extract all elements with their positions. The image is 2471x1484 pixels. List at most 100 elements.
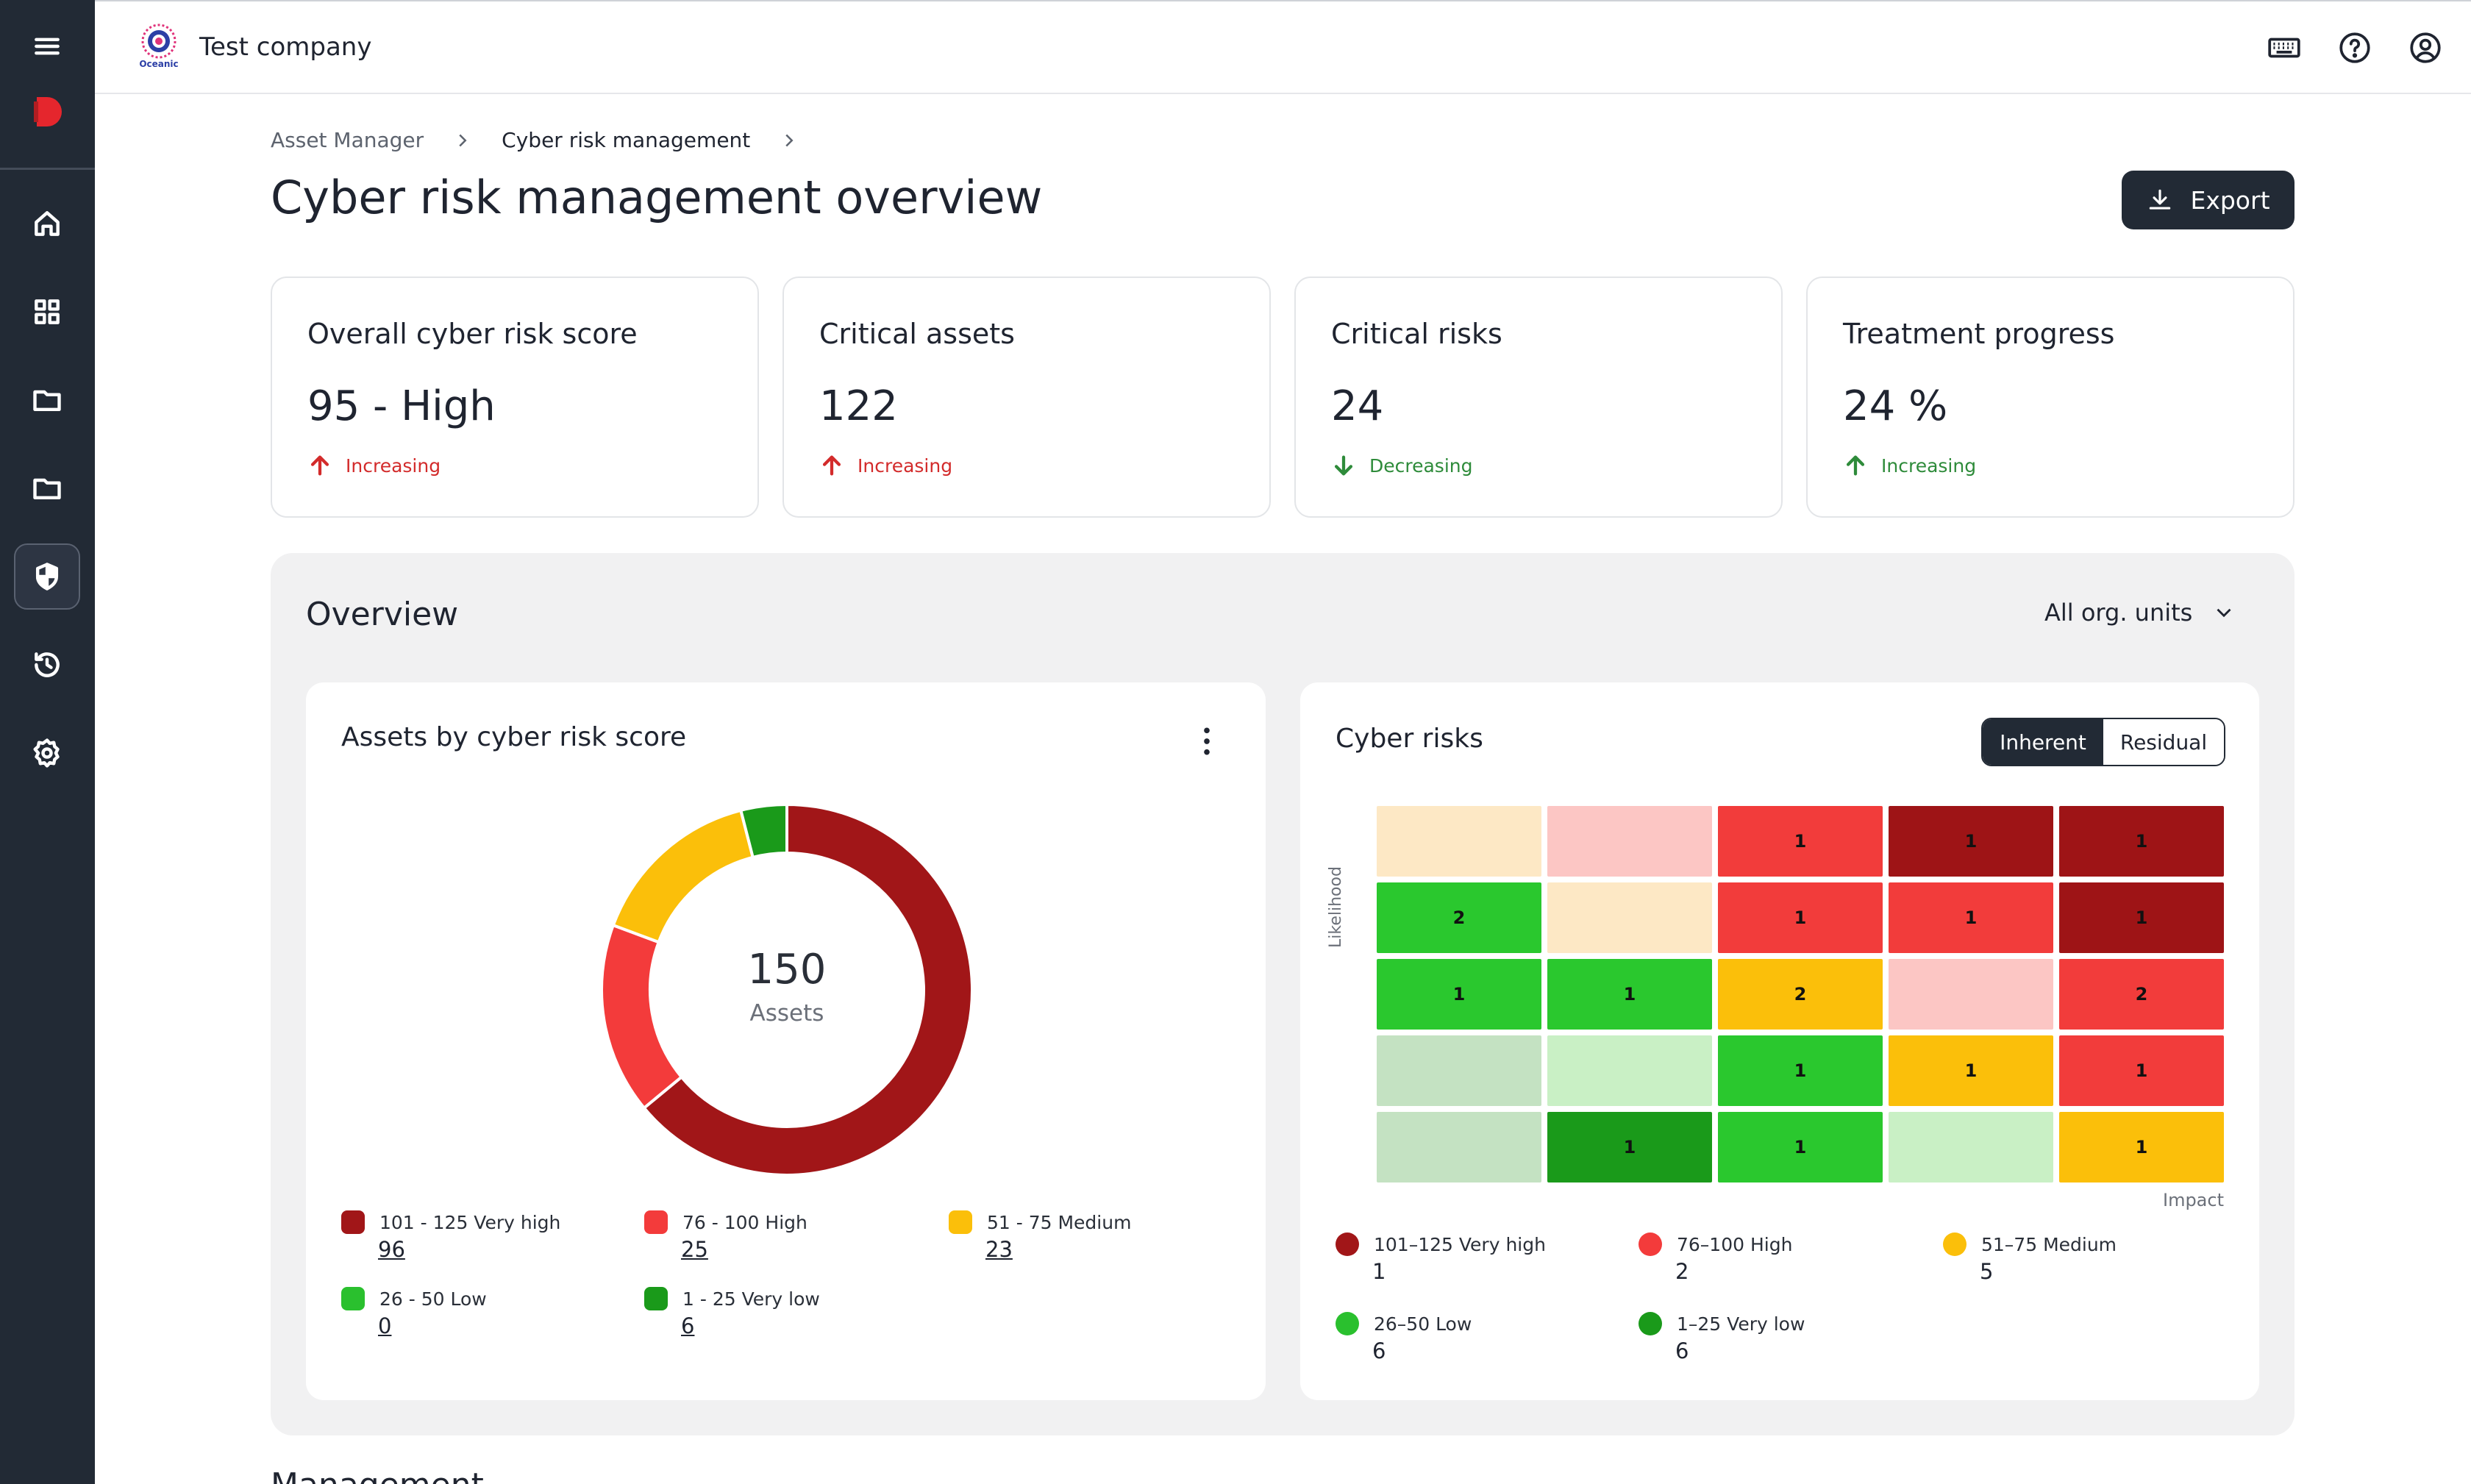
likelihood-axis-label: Likelihood <box>1327 866 1345 948</box>
heatmap-cell[interactable]: 1 <box>1889 806 2053 877</box>
heatmap-cell[interactable] <box>1889 1112 2053 1182</box>
heatmap-cell[interactable]: 1 <box>1718 1112 1883 1182</box>
kpi-card-critical-assets[interactable]: Critical assets 122 Increasing <box>782 277 1271 518</box>
heatmap-cell[interactable]: 2 <box>1377 882 1541 953</box>
toggle-residual[interactable]: Residual <box>2103 719 2224 765</box>
heatmap-cell[interactable]: 1 <box>2059 1112 2224 1182</box>
legend-item[interactable]: 1 - 25 Very low 6 <box>644 1287 820 1338</box>
legend-item[interactable]: 51 - 75 Medium 23 <box>949 1210 1131 1262</box>
heatmap-cell[interactable]: 1 <box>1718 1035 1883 1106</box>
heatmap-cell[interactable]: 2 <box>1718 959 1883 1030</box>
breadcrumb-asset-manager[interactable]: Asset Manager <box>271 128 424 152</box>
legend-count-link[interactable]: 6 <box>681 1313 695 1338</box>
legend-swatch <box>1639 1232 1662 1256</box>
donut-slice-3[interactable] <box>611 808 755 944</box>
dashboard-grid-icon[interactable] <box>14 279 80 345</box>
kpi-card-overall-score[interactable]: Overall cyber risk score 95 - High Incre… <box>271 277 759 518</box>
arrow-up-icon <box>310 455 329 476</box>
legend-item[interactable]: 51–75 Medium 5 <box>1943 1232 2117 1284</box>
folder-icon[interactable] <box>14 367 80 433</box>
legend-item[interactable]: 26 - 50 Low 0 <box>341 1287 487 1338</box>
legend-item[interactable]: 26–50 Low 6 <box>1336 1312 1472 1363</box>
heatmap-cell[interactable] <box>1547 1035 1712 1106</box>
assets-by-score-panel: Assets by cyber risk score 150 Assets 10… <box>306 682 1266 1400</box>
legend-item[interactable]: 76 - 100 High 25 <box>644 1210 807 1262</box>
kpi-card-treatment-progress[interactable]: Treatment progress 24 % Increasing <box>1806 277 2294 518</box>
legend-count-link[interactable]: 25 <box>681 1237 708 1262</box>
kpi-card-critical-risks[interactable]: Critical risks 24 Decreasing <box>1294 277 1783 518</box>
kpi-trend: Increasing <box>819 453 952 478</box>
legend-label: 76–100 High <box>1677 1233 1793 1255</box>
heatmap-cell[interactable] <box>1377 1035 1541 1106</box>
org-unit-dropdown[interactable]: All org. units <box>2044 599 2236 627</box>
heatmap-cell[interactable]: 1 <box>1547 959 1712 1030</box>
sidebar <box>0 0 95 1484</box>
kpi-title: Overall cyber risk score <box>307 318 638 350</box>
legend-swatch <box>644 1287 668 1310</box>
kpi-value: 95 - High <box>307 382 496 430</box>
breadcrumb-cyber-risk[interactable]: Cyber risk management <box>502 128 751 152</box>
inherent-residual-toggle: Inherent Residual <box>1981 718 2225 766</box>
help-icon[interactable] <box>2336 29 2373 66</box>
kpi-trend-label: Increasing <box>857 454 953 477</box>
company-logo: Oceanic <box>136 21 182 69</box>
user-account-icon[interactable] <box>2407 29 2444 66</box>
more-options-icon[interactable] <box>1196 725 1218 757</box>
legend-count-link[interactable]: 0 <box>378 1313 392 1338</box>
breadcrumb: Asset Manager Cyber risk management <box>271 128 800 152</box>
heatmap-cell[interactable] <box>1377 806 1541 877</box>
heatmap-cell[interactable] <box>1547 806 1712 877</box>
keyboard-icon[interactable] <box>2266 29 2303 66</box>
legend-swatch <box>1336 1232 1359 1256</box>
kpi-trend: Increasing <box>307 453 441 478</box>
toggle-inherent[interactable]: Inherent <box>1983 719 2103 765</box>
legend-item[interactable]: 101–125 Very high 1 <box>1336 1232 1546 1284</box>
heatmap-cell[interactable]: 1 <box>2059 806 2224 877</box>
overview-section: Overview All org. units Assets by cyber … <box>271 553 2294 1435</box>
kpi-title: Critical risks <box>1331 318 1502 350</box>
heatmap-cell[interactable] <box>1889 959 2053 1030</box>
home-icon[interactable] <box>14 190 80 257</box>
donut-slice-5[interactable] <box>738 802 788 860</box>
heatmap-cell[interactable]: 2 <box>2059 959 2224 1030</box>
export-button[interactable]: Export <box>2122 171 2294 229</box>
legend-label: 101–125 Very high <box>1374 1233 1546 1255</box>
donut-center-label: Assets <box>749 1000 824 1027</box>
heatmap-cell[interactable]: 1 <box>2059 882 2224 953</box>
management-section-title: Management <box>271 1469 484 1484</box>
menu-icon[interactable] <box>14 13 80 79</box>
chevron-right-icon <box>459 134 467 146</box>
legend-item[interactable]: 76–100 High 2 <box>1639 1232 1792 1284</box>
legend-count-link[interactable]: 96 <box>378 1237 405 1262</box>
heatmap-cell[interactable]: 1 <box>1547 1112 1712 1182</box>
kpi-value: 24 % <box>1843 382 1948 430</box>
heatmap-cell[interactable] <box>1547 882 1712 953</box>
heatmap-cell[interactable]: 1 <box>1889 1035 2053 1106</box>
heatmap-cell[interactable]: 1 <box>1718 806 1883 877</box>
impact-axis-label: Impact <box>2162 1190 2224 1210</box>
assets-donut-chart <box>600 802 974 1177</box>
heatmap-cell[interactable]: 1 <box>1718 882 1883 953</box>
legend-item[interactable]: 1–25 Very low 6 <box>1639 1312 1805 1363</box>
heatmap-cell[interactable]: 1 <box>1377 959 1541 1030</box>
assets-chart-title: Assets by cyber risk score <box>341 722 687 752</box>
donut-slice-1[interactable] <box>642 802 974 1177</box>
history-icon[interactable] <box>14 632 80 698</box>
legend-count-link[interactable]: 23 <box>985 1237 1013 1262</box>
legend-swatch <box>949 1210 972 1234</box>
heatmap-cell[interactable]: 1 <box>1889 882 2053 953</box>
heatmap-cell[interactable] <box>1377 1112 1541 1182</box>
legend-label: 1 - 25 Very low <box>682 1288 820 1310</box>
app-logo-icon[interactable] <box>32 96 63 128</box>
legend-item[interactable]: 101 - 125 Very high 96 <box>341 1210 560 1262</box>
heatmap-cell[interactable]: 1 <box>2059 1035 2224 1106</box>
legend-swatch <box>341 1287 365 1310</box>
legend-count: 5 <box>1980 1259 1994 1284</box>
shield-icon[interactable] <box>14 543 80 610</box>
settings-gear-icon[interactable] <box>14 720 80 786</box>
company-name: Test company <box>199 32 372 62</box>
legend-swatch <box>341 1210 365 1234</box>
folder-secondary-icon[interactable] <box>14 455 80 521</box>
kpi-value: 24 <box>1331 382 1384 430</box>
